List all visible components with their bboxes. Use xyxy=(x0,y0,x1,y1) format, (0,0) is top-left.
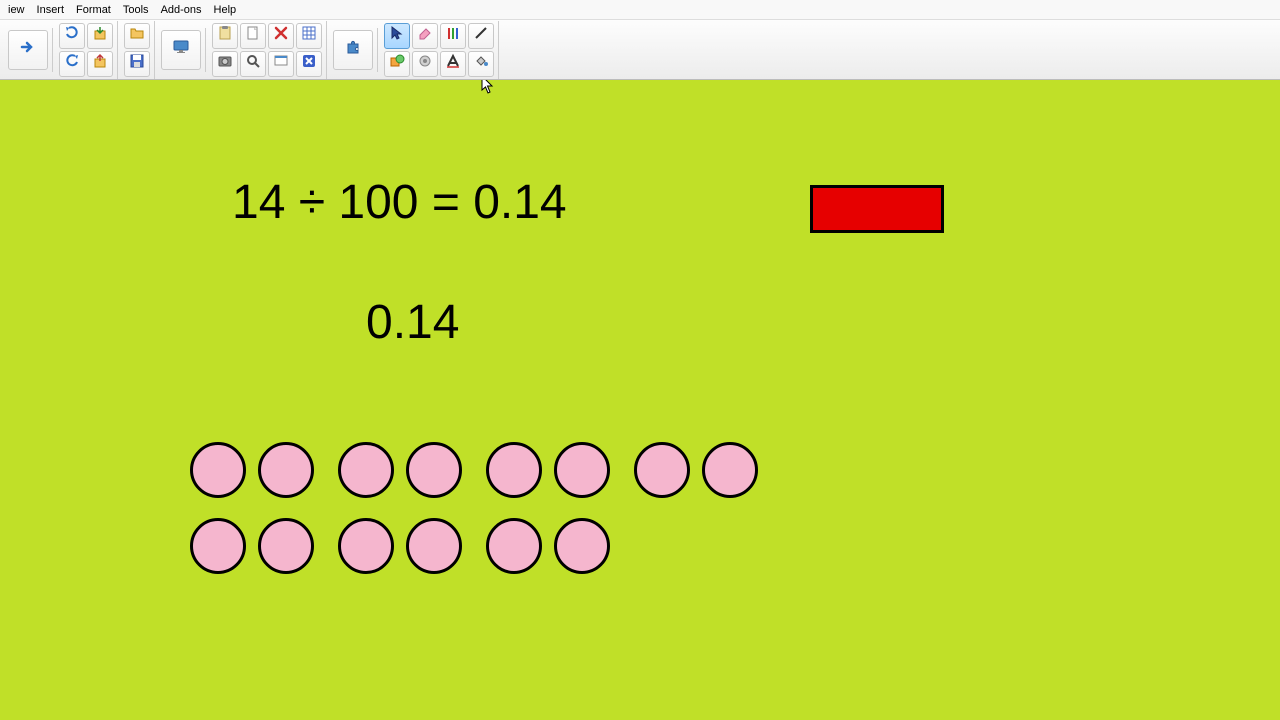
redo-button[interactable] xyxy=(59,51,85,77)
counter-circle[interactable] xyxy=(554,518,610,574)
counter-circle[interactable] xyxy=(190,442,246,498)
import-button[interactable] xyxy=(87,23,113,49)
pointer-icon xyxy=(389,25,405,46)
toolbar-group xyxy=(380,21,499,79)
monitor-button[interactable] xyxy=(161,30,201,70)
fill-button[interactable] xyxy=(468,51,494,77)
menu-tools[interactable]: Tools xyxy=(117,2,155,18)
shape-button[interactable] xyxy=(384,51,410,77)
toolbar-group xyxy=(120,21,155,79)
line-button[interactable] xyxy=(468,23,494,49)
monitor-icon xyxy=(173,39,189,60)
undo-button[interactable] xyxy=(59,23,85,49)
counter-circle[interactable] xyxy=(406,442,462,498)
pointer-button[interactable] xyxy=(384,23,410,49)
eraser-button[interactable] xyxy=(412,23,438,49)
menu-format[interactable]: Format xyxy=(70,2,117,18)
delete-button[interactable] xyxy=(268,23,294,49)
canvas[interactable]: 14 ÷ 100 = 0.14 0.14 xyxy=(0,80,1280,720)
text-icon xyxy=(445,53,461,74)
counter-circle[interactable] xyxy=(338,442,394,498)
undo-icon xyxy=(64,25,80,46)
table-icon xyxy=(301,25,317,46)
camera-icon xyxy=(217,53,233,74)
toolbar-group xyxy=(55,21,118,79)
fill-icon xyxy=(473,53,489,74)
equation-result[interactable]: 0.14 xyxy=(366,295,459,350)
toolbar xyxy=(0,20,1280,80)
arrow-right-icon xyxy=(20,39,36,60)
save-icon xyxy=(129,53,145,74)
export-button[interactable] xyxy=(87,51,113,77)
cursor-icon xyxy=(481,80,495,94)
pens-icon xyxy=(445,25,461,46)
toolbar-group xyxy=(208,21,327,79)
counter-circle[interactable] xyxy=(258,518,314,574)
page-button[interactable] xyxy=(240,23,266,49)
export-icon xyxy=(92,53,108,74)
counter-circle[interactable] xyxy=(702,442,758,498)
puzzle-button[interactable] xyxy=(333,30,373,70)
counter-circle[interactable] xyxy=(634,442,690,498)
screen-icon xyxy=(273,53,289,74)
counter-circle[interactable] xyxy=(486,442,542,498)
close-icon xyxy=(301,53,317,74)
puzzle-icon xyxy=(345,39,361,60)
pens-button[interactable] xyxy=(440,23,466,49)
folder-button[interactable] xyxy=(124,23,150,49)
camera-button[interactable] xyxy=(212,51,238,77)
menu-help[interactable]: Help xyxy=(208,2,243,18)
red-rectangle-shape[interactable] xyxy=(810,185,944,233)
save-button[interactable] xyxy=(124,51,150,77)
zoom-button[interactable] xyxy=(240,51,266,77)
menu-addons[interactable]: Add-ons xyxy=(155,2,208,18)
menu-insert[interactable]: Insert xyxy=(31,2,71,18)
close-button[interactable] xyxy=(296,51,322,77)
toolbar-group xyxy=(329,28,378,72)
redo-icon xyxy=(64,53,80,74)
arrow-right-button[interactable] xyxy=(8,30,48,70)
folder-icon xyxy=(129,25,145,46)
screen-button[interactable] xyxy=(268,51,294,77)
counter-circle[interactable] xyxy=(486,518,542,574)
magic-icon xyxy=(417,53,433,74)
delete-icon xyxy=(273,25,289,46)
magic-button[interactable] xyxy=(412,51,438,77)
equation-main[interactable]: 14 ÷ 100 = 0.14 xyxy=(232,175,567,230)
zoom-icon xyxy=(245,53,261,74)
paste-button[interactable] xyxy=(212,23,238,49)
toolbar-group xyxy=(4,28,53,72)
counter-circle[interactable] xyxy=(554,442,610,498)
menu-bar: iew Insert Format Tools Add-ons Help xyxy=(0,0,1280,20)
counter-circle[interactable] xyxy=(258,442,314,498)
text-button[interactable] xyxy=(440,51,466,77)
counter-circle[interactable] xyxy=(338,518,394,574)
import-icon xyxy=(92,25,108,46)
eraser-icon xyxy=(417,25,433,46)
table-button[interactable] xyxy=(296,23,322,49)
page-icon xyxy=(245,25,261,46)
shape-icon xyxy=(389,53,405,74)
paste-icon xyxy=(217,25,233,46)
menu-view[interactable]: iew xyxy=(2,2,31,18)
toolbar-group xyxy=(157,28,206,72)
line-icon xyxy=(473,25,489,46)
counter-circle[interactable] xyxy=(190,518,246,574)
counter-circle[interactable] xyxy=(406,518,462,574)
